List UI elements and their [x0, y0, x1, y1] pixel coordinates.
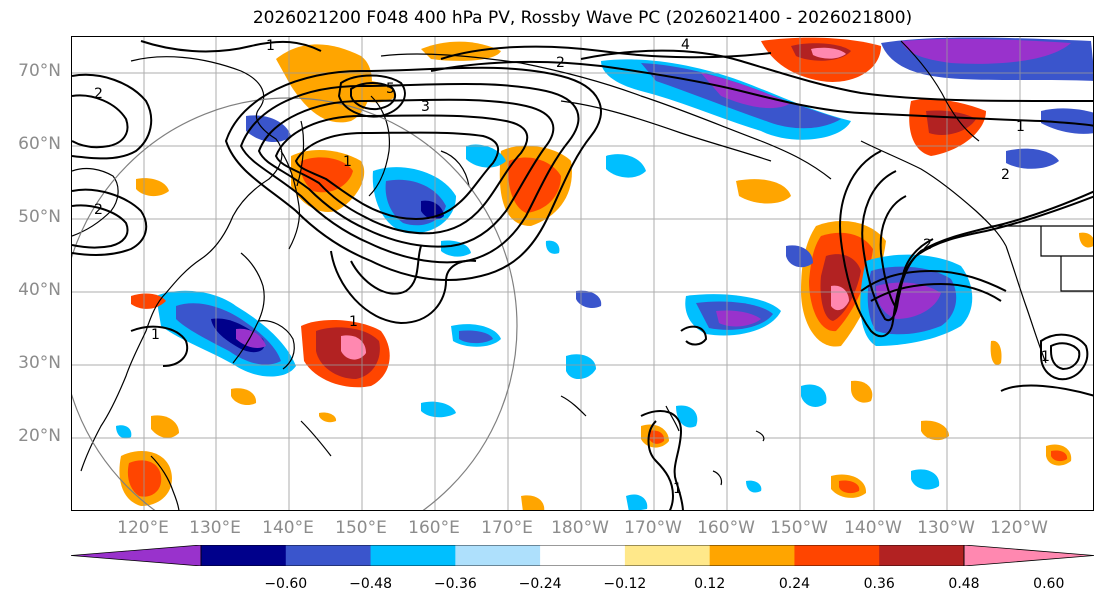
colorbar-cell — [370, 545, 456, 566]
colorbar-cell — [624, 545, 711, 566]
colorbar-cell — [540, 545, 626, 566]
colorbar-tick-label: −0.12 — [603, 576, 647, 592]
lon-label-160w: 160°W — [697, 518, 755, 538]
contour-label-2a: 2 — [556, 55, 565, 71]
colorbar-cells — [71, 545, 1094, 566]
colorbar-cell — [709, 545, 795, 566]
contour-label-2b: 2 — [94, 86, 103, 102]
colorbar-tick-label: 0.48 — [948, 576, 980, 592]
contour-labels: 1 4 2 5 3 2 2 1 1 2 2 1 1 1 1 — [94, 37, 1050, 497]
colorbar-tick-label: −0.60 — [264, 576, 308, 592]
colorbar-tick-label: 0.60 — [1033, 576, 1065, 592]
graticule — [72, 37, 1093, 510]
reference-circle — [72, 97, 518, 510]
contour-label-2e: 2 — [923, 237, 932, 253]
colorbar-cell — [794, 545, 880, 566]
contour-label-1g: 1 — [1041, 349, 1050, 365]
colorbar-tick-label: −0.24 — [518, 576, 562, 592]
pv-contours — [72, 40, 1093, 510]
lon-label-140e: 140°E — [262, 518, 314, 538]
contour-label-1d: 1 — [151, 327, 160, 343]
figure-title: 2026021200 F048 400 hPa PV, Rossby Wave … — [252, 8, 913, 28]
colorbar-extend-max — [963, 545, 1094, 566]
lon-label-120e: 120°E — [117, 518, 169, 538]
colorbar-tick-label: 0.12 — [694, 576, 726, 592]
lat-label-20: 20°N — [18, 426, 61, 446]
contour-label-4a: 4 — [681, 37, 690, 53]
contour-label-1f: 1 — [673, 481, 682, 497]
contour-label-2c: 2 — [94, 202, 103, 218]
colorbar-tick-label: 0.24 — [778, 576, 811, 592]
lon-label-170e: 170°E — [481, 518, 533, 538]
contour-label-1a: 1 — [266, 38, 275, 54]
colorbar — [71, 545, 1094, 566]
colorbar-cell — [285, 545, 372, 566]
lon-label-150e: 150°E — [335, 518, 387, 538]
lon-label-130w: 130°W — [917, 518, 975, 538]
lon-label-160e: 160°E — [408, 518, 460, 538]
lat-label-40: 40°N — [18, 280, 61, 300]
colorbar-tick-label: −0.48 — [349, 576, 392, 592]
lon-label-130e: 130°E — [189, 518, 241, 538]
lon-label-170w: 170°W — [624, 518, 682, 538]
contour-label-2d: 2 — [1001, 167, 1010, 183]
lat-label-50: 50°N — [18, 207, 61, 227]
colorbar-cell — [879, 545, 965, 566]
colorbar-tick-label: −0.36 — [433, 576, 477, 592]
map-panel: 1 4 2 5 3 2 2 1 1 2 2 1 1 1 1 — [71, 36, 1094, 511]
lon-label-120w: 120°W — [990, 518, 1048, 538]
colorbar-frame — [200, 545, 965, 566]
lon-label-180w: 180°W — [551, 518, 609, 538]
contour-label-5a: 5 — [386, 81, 395, 97]
lat-label-70: 70°N — [18, 61, 61, 81]
colorbar-tick-label: 0.36 — [863, 576, 895, 592]
lat-label-60: 60°N — [18, 134, 61, 154]
contour-label-1c: 1 — [1016, 119, 1025, 135]
contour-label-1e: 1 — [349, 314, 358, 330]
colorbar-cell — [455, 545, 541, 566]
lon-label-140w: 140°W — [844, 518, 902, 538]
lat-label-30: 30°N — [18, 353, 61, 373]
contour-label-1b: 1 — [343, 154, 352, 170]
contour-label-3a: 3 — [421, 99, 430, 115]
lon-label-150w: 150°W — [770, 518, 828, 538]
colorbar-cell — [201, 545, 287, 566]
colorbar-extend-min — [71, 545, 202, 566]
